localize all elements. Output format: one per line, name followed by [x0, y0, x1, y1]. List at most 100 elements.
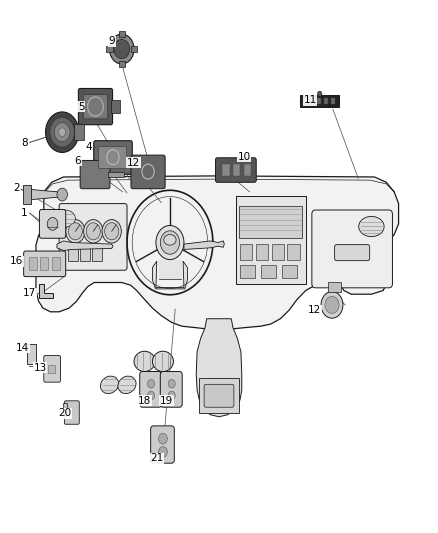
Text: 10: 10 — [238, 152, 251, 161]
Ellipse shape — [134, 351, 155, 372]
FancyBboxPatch shape — [335, 245, 370, 261]
Bar — [328, 282, 341, 292]
Circle shape — [59, 128, 66, 136]
Bar — [303, 98, 307, 104]
Circle shape — [50, 117, 74, 147]
Text: 12: 12 — [308, 305, 321, 315]
Bar — [63, 403, 67, 413]
FancyBboxPatch shape — [80, 160, 110, 189]
Circle shape — [148, 379, 155, 388]
Bar — [300, 95, 339, 107]
Bar — [233, 164, 240, 176]
Circle shape — [318, 91, 322, 96]
Ellipse shape — [152, 351, 173, 372]
Bar — [48, 365, 55, 373]
Bar — [240, 265, 255, 278]
Ellipse shape — [118, 376, 136, 393]
FancyBboxPatch shape — [24, 251, 66, 277]
Bar — [106, 46, 113, 52]
FancyBboxPatch shape — [131, 155, 165, 189]
Circle shape — [54, 123, 70, 142]
Bar — [74, 124, 84, 140]
Text: 9: 9 — [108, 36, 115, 46]
Circle shape — [325, 296, 339, 313]
Circle shape — [321, 292, 343, 318]
Text: 1: 1 — [21, 208, 28, 218]
FancyBboxPatch shape — [312, 210, 392, 288]
FancyBboxPatch shape — [94, 141, 132, 174]
Bar — [287, 244, 300, 260]
Bar — [222, 164, 230, 176]
Ellipse shape — [100, 376, 119, 393]
Circle shape — [156, 225, 184, 260]
Circle shape — [168, 379, 175, 388]
Text: 20: 20 — [58, 408, 71, 418]
Circle shape — [160, 231, 180, 254]
Circle shape — [110, 34, 134, 64]
Polygon shape — [196, 319, 242, 417]
Text: 6: 6 — [74, 156, 81, 166]
Polygon shape — [57, 241, 113, 251]
FancyBboxPatch shape — [204, 384, 234, 407]
Bar — [244, 164, 251, 176]
Circle shape — [68, 223, 82, 240]
Polygon shape — [152, 261, 187, 289]
Text: 18: 18 — [138, 396, 151, 406]
FancyBboxPatch shape — [99, 147, 127, 168]
Text: 14: 14 — [16, 343, 29, 352]
Text: 8: 8 — [21, 138, 28, 148]
Circle shape — [148, 391, 155, 400]
Text: 21: 21 — [150, 454, 163, 463]
Circle shape — [114, 39, 130, 59]
FancyBboxPatch shape — [64, 401, 79, 424]
Bar — [240, 244, 252, 260]
Ellipse shape — [359, 216, 384, 237]
Text: 13: 13 — [34, 363, 47, 373]
Polygon shape — [184, 241, 224, 249]
Text: 12: 12 — [127, 158, 140, 167]
Bar — [108, 172, 124, 177]
Bar — [23, 185, 31, 204]
FancyBboxPatch shape — [59, 204, 127, 270]
Text: 5: 5 — [78, 102, 85, 111]
Bar — [256, 244, 268, 260]
FancyBboxPatch shape — [215, 158, 256, 182]
Circle shape — [84, 220, 103, 243]
Circle shape — [66, 220, 85, 243]
Circle shape — [102, 220, 121, 243]
Bar — [80, 246, 90, 261]
Ellipse shape — [54, 210, 75, 227]
FancyBboxPatch shape — [140, 372, 162, 407]
Bar — [131, 46, 137, 52]
Bar — [261, 265, 276, 278]
Bar — [331, 98, 335, 104]
FancyBboxPatch shape — [83, 94, 108, 119]
Bar — [92, 246, 102, 261]
Bar — [239, 206, 302, 238]
Bar — [111, 100, 120, 113]
Bar — [199, 378, 239, 413]
Polygon shape — [36, 176, 399, 332]
Text: 19: 19 — [160, 396, 173, 406]
Bar — [29, 257, 37, 270]
Polygon shape — [39, 284, 53, 298]
Text: 11: 11 — [304, 95, 317, 105]
FancyBboxPatch shape — [39, 209, 66, 238]
Text: 2: 2 — [13, 183, 20, 192]
Circle shape — [47, 217, 58, 230]
FancyBboxPatch shape — [151, 426, 174, 463]
FancyBboxPatch shape — [160, 372, 182, 407]
Bar — [68, 246, 78, 261]
Bar — [27, 344, 36, 364]
Text: 16: 16 — [10, 256, 23, 266]
Circle shape — [57, 188, 67, 201]
Text: 4: 4 — [85, 142, 92, 152]
Bar — [52, 257, 60, 270]
Bar — [317, 98, 321, 104]
Bar — [272, 244, 284, 260]
Circle shape — [46, 112, 79, 152]
Circle shape — [168, 391, 175, 400]
Bar — [282, 265, 297, 278]
Bar — [236, 196, 306, 284]
Ellipse shape — [164, 235, 176, 245]
